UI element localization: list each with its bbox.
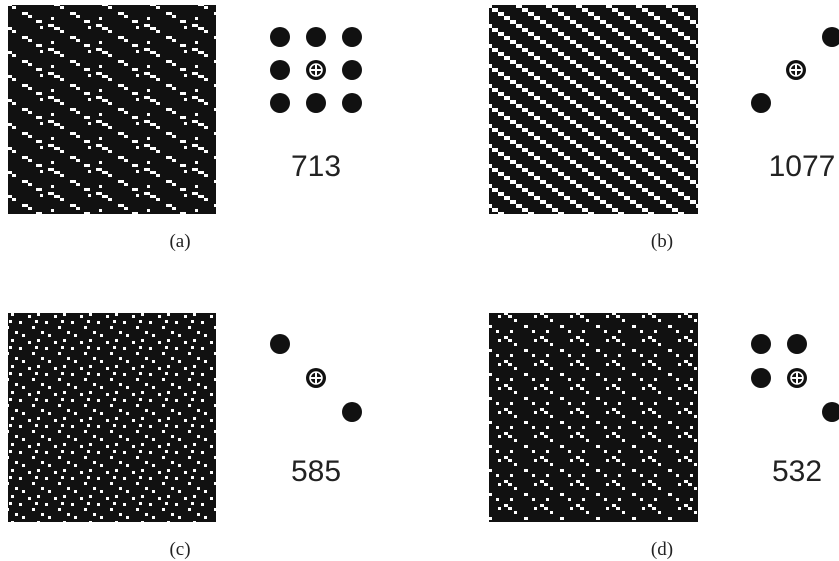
neighborhood [751,27,839,113]
count: 585 [291,455,341,488]
caption: (c) [169,539,190,560]
caption: (a) [169,231,190,252]
caption: (b) [651,231,673,252]
count: 1077 [769,150,836,183]
count: 532 [772,455,822,488]
pattern-image [8,5,216,214]
page: 713 (a) 1077 (b) 585 (c) 532 (d) (() => … [0,0,839,561]
pattern-image [489,5,698,214]
neighborhood [270,27,362,113]
neighborhood [751,334,839,422]
pattern-image [489,313,698,522]
count: 713 [291,150,341,183]
pattern-image [8,313,216,522]
neighborhood [270,334,362,422]
caption: (d) [651,539,673,560]
figure: 713 (a) 1077 (b) 585 (c) 532 (d) [0,0,839,561]
